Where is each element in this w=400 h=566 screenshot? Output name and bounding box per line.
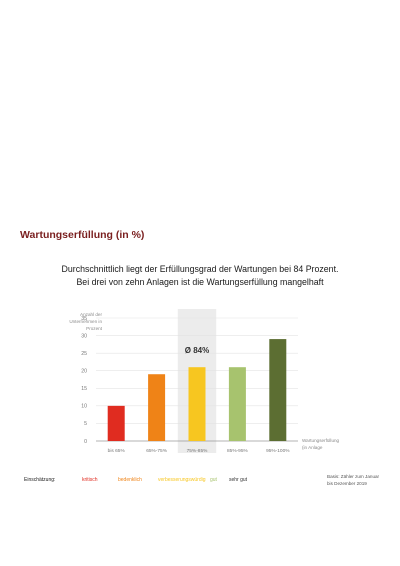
bar-2 — [148, 374, 166, 441]
source-note: Basis: Zähler zum Januar bis Dezember 20… — [327, 473, 397, 487]
x-axis-label: Wartungserfüllung (in Anlage — [302, 437, 362, 451]
y-tick-label: 5 — [84, 421, 87, 427]
y-tick-label: 20 — [81, 369, 87, 375]
legend-item-gut: gut — [210, 477, 217, 483]
y-tick-label: 30 — [81, 333, 87, 339]
bar-3 — [188, 367, 206, 441]
average-label: Ø 84% — [185, 346, 209, 355]
y-axis-label: Anzahl der Unternehmen in Prozent — [60, 311, 102, 332]
y-axis-label-line: Unternehmen in — [69, 319, 102, 324]
bar-4 — [228, 367, 246, 441]
subtitle-line-1: Durchschnittlich liegt der Erfüllungsgra… — [61, 264, 339, 274]
x-tick-label: 75%-85% — [187, 448, 209, 454]
legend-item-kritisch: kritisch — [82, 477, 98, 483]
x-tick-label: 85%-95% — [227, 448, 249, 454]
legend-item-bedenklich: bedenklich — [118, 477, 142, 483]
y-axis-label-line: Prozent — [86, 326, 102, 331]
section-title: Wartungserfüllung (in %) — [20, 229, 145, 241]
y-tick-label: 15 — [81, 386, 87, 392]
y-axis-label-line: Anzahl der — [80, 312, 102, 317]
x-tick-label: 95%-100% — [266, 448, 290, 454]
x-tick-label: bis 65% — [108, 448, 126, 454]
x-axis-label-line: Wartungserfüllung — [302, 438, 340, 443]
y-tick-label: 10 — [81, 404, 87, 410]
bar-5 — [269, 339, 287, 441]
legend-item-sehr-gut: sehr gut — [229, 477, 248, 483]
legend-item-verbesserungswuerdig: verbesserungswürdig — [158, 477, 206, 483]
y-tick-label: 35 — [81, 316, 87, 322]
y-tick-label: 25 — [81, 351, 87, 357]
x-axis-label-line: (in Anlage — [302, 445, 323, 450]
subtitle-line-2: Bei drei von zehn Anlagen ist die Wartun… — [76, 277, 324, 287]
x-tick-label: 65%-75% — [146, 448, 168, 454]
bar-1 — [107, 405, 125, 441]
legend-title: Einschätzung: — [24, 477, 56, 483]
source-line: bis Dezember 2019 — [327, 481, 367, 486]
y-tick-label: 0 — [84, 439, 87, 445]
source-line: Basis: Zähler zum Januar — [327, 474, 380, 479]
chart-subtitle: Durchschnittlich liegt der Erfüllungsgra… — [0, 263, 400, 289]
